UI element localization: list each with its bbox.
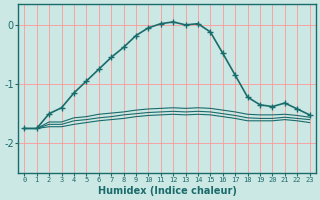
X-axis label: Humidex (Indice chaleur): Humidex (Indice chaleur) — [98, 186, 236, 196]
